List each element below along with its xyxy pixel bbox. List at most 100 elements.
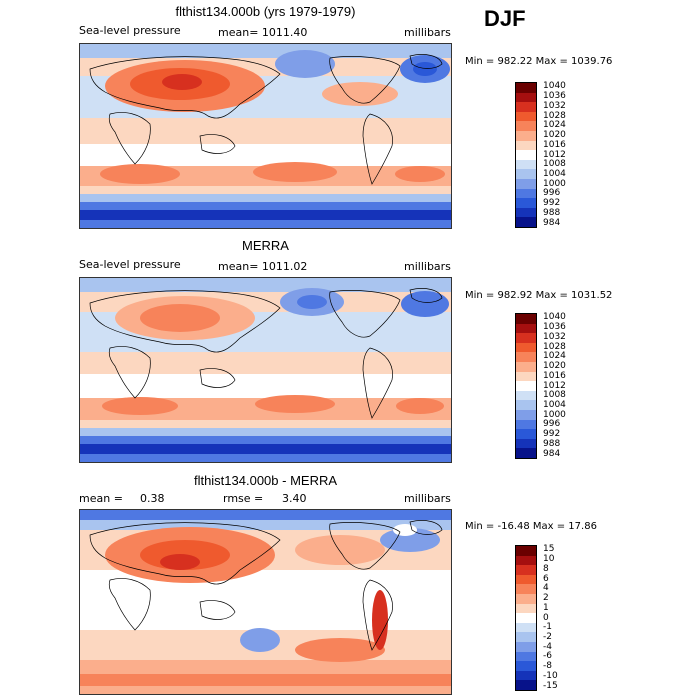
- colorbar-tick-label: -8: [543, 661, 552, 672]
- panel3-colorbar: [515, 545, 537, 691]
- colorbar-swatch: [516, 207, 536, 218]
- panel3-mean-value: 0.38: [140, 492, 165, 505]
- panel3-map-plot: [80, 510, 451, 694]
- colorbar-tick-label: -4: [543, 641, 552, 652]
- panel2-minmax: Min = 982.92 Max = 1031.52: [465, 290, 613, 301]
- panel3-mean-label: mean =: [79, 492, 123, 505]
- panel1-field-label: Sea-level pressure: [79, 24, 181, 37]
- colorbar-tick-label: 15: [543, 544, 555, 555]
- colorbar-swatch: [516, 613, 536, 623]
- colorbar-swatch: [516, 102, 536, 112]
- colorbar-swatch: [516, 178, 536, 189]
- panel2-field-label: Sea-level pressure: [79, 258, 181, 271]
- colorbar-swatch: [516, 188, 536, 199]
- colorbar-swatch: [516, 438, 536, 449]
- colorbar-swatch: [516, 661, 536, 671]
- colorbar-tick-label: 984: [543, 217, 561, 228]
- colorbar-swatch: [516, 140, 536, 151]
- colorbar-tick-label: -10: [543, 670, 558, 681]
- colorbar-swatch: [516, 371, 536, 382]
- colorbar-tick-label: 1036: [543, 322, 566, 333]
- colorbar-swatch: [516, 159, 536, 170]
- panel1-mean: mean= 1011.40: [218, 26, 308, 39]
- colorbar-tick-label: -1: [543, 622, 552, 633]
- colorbar-swatch: [516, 130, 536, 141]
- colorbar-tick-label: 1028: [543, 110, 566, 121]
- colorbar-tick-label: 1032: [543, 331, 566, 342]
- colorbar-swatch: [516, 381, 536, 391]
- colorbar-swatch: [516, 121, 536, 131]
- colorbar-swatch: [516, 555, 536, 566]
- panel1-title: flthist134.000b (yrs 1979-1979): [175, 4, 356, 19]
- panel2-mean: mean= 1011.02: [218, 260, 308, 273]
- colorbar-tick-label: 1040: [543, 81, 566, 92]
- colorbar-swatch: [516, 400, 536, 410]
- colorbar-swatch: [516, 680, 536, 690]
- panel3-rmse-value: 3.40: [282, 492, 307, 505]
- colorbar-tick-label: 1028: [543, 341, 566, 352]
- colorbar-tick-label: 1036: [543, 91, 566, 102]
- colorbar-tick-label: 1: [543, 602, 549, 613]
- colorbar-tick-label: 1032: [543, 100, 566, 111]
- colorbar-tick-label: -2: [543, 631, 552, 642]
- colorbar-swatch: [516, 622, 536, 633]
- colorbar-swatch: [516, 169, 536, 179]
- colorbar-tick-label: 1008: [543, 159, 566, 170]
- panel1-units: millibars: [404, 26, 451, 39]
- colorbar-swatch: [516, 546, 536, 556]
- colorbar-tick-label: 1016: [543, 139, 566, 150]
- colorbar-swatch: [516, 314, 536, 324]
- panel2-map: [79, 277, 452, 463]
- colorbar-swatch: [516, 83, 536, 93]
- colorbar-tick-label: 6: [543, 573, 549, 584]
- season-label: DJF: [484, 6, 526, 31]
- colorbar-tick-label: 8: [543, 563, 549, 574]
- colorbar-swatch: [516, 111, 536, 122]
- colorbar-swatch: [516, 632, 536, 642]
- colorbar-tick-label: 1024: [543, 351, 566, 362]
- colorbar-tick-label: 984: [543, 448, 561, 459]
- colorbar-swatch: [516, 429, 536, 439]
- colorbar-tick-label: 1012: [543, 380, 566, 391]
- colorbar-tick-label: 1004: [543, 168, 566, 179]
- colorbar-swatch: [516, 641, 536, 652]
- colorbar-tick-label: 988: [543, 438, 561, 449]
- colorbar-tick-label: 10: [543, 554, 555, 565]
- colorbar-swatch: [516, 448, 536, 458]
- colorbar-swatch: [516, 92, 536, 103]
- colorbar-swatch: [516, 390, 536, 401]
- colorbar-tick-label: 996: [543, 419, 561, 430]
- colorbar-tick-label: 992: [543, 198, 561, 209]
- panel1-map: [79, 43, 452, 229]
- colorbar-tick-label: -15: [543, 680, 558, 691]
- colorbar-tick-label: -6: [543, 651, 552, 662]
- colorbar-swatch: [516, 409, 536, 420]
- panel2-units: millibars: [404, 260, 451, 273]
- panel2-colorbar: [515, 313, 537, 459]
- colorbar-tick-label: 1024: [543, 120, 566, 131]
- colorbar-swatch: [516, 352, 536, 362]
- colorbar-tick-label: 1000: [543, 409, 566, 420]
- colorbar-swatch: [516, 603, 536, 614]
- colorbar-tick-label: 2: [543, 593, 549, 604]
- colorbar-tick-label: 1016: [543, 370, 566, 381]
- panel3-map: [79, 509, 452, 695]
- colorbar-swatch: [516, 584, 536, 594]
- panel3-title: flthist134.000b - MERRA: [193, 473, 338, 488]
- colorbar-swatch: [516, 670, 536, 681]
- colorbar-tick-label: 4: [543, 583, 549, 594]
- colorbar-swatch: [516, 198, 536, 208]
- colorbar-swatch: [516, 651, 536, 662]
- colorbar-tick-label: 1000: [543, 178, 566, 189]
- panel1-minmax: Min = 982.22 Max = 1039.76: [465, 56, 613, 67]
- colorbar-tick-label: 1040: [543, 312, 566, 323]
- colorbar-swatch: [516, 565, 536, 575]
- colorbar-tick-label: 988: [543, 207, 561, 218]
- colorbar-swatch: [516, 217, 536, 227]
- colorbar-swatch: [516, 323, 536, 334]
- panel2-title: MERRA: [242, 238, 289, 253]
- colorbar-tick-label: 992: [543, 429, 561, 440]
- panel2-map-plot: [80, 278, 451, 462]
- colorbar-swatch: [516, 419, 536, 430]
- colorbar-tick-label: 1004: [543, 399, 566, 410]
